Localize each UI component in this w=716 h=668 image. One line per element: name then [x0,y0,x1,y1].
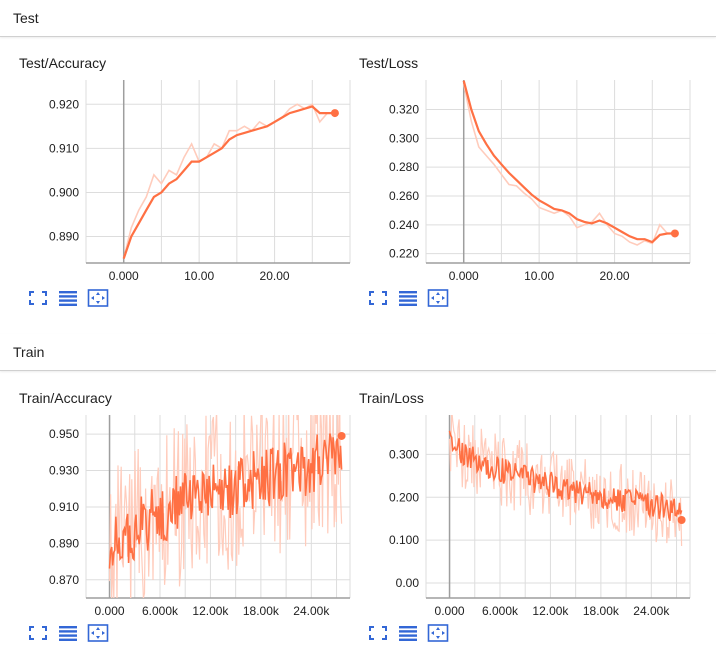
x-tick-label: 12.00k [192,604,229,618]
raw-series-line [108,415,343,598]
chart-plot[interactable]: 0.00 0.100 0.200 0.300 0.000 6.000k 12.00k 18.0… [359,390,699,620]
y-tick-label: 0.300 [389,447,419,461]
fullscreen-icon[interactable] [27,623,49,643]
fit-domain-icon[interactable] [427,623,449,643]
series-group [448,415,683,547]
y-tick-label: 0.920 [49,97,79,111]
y-tick-label: 0.100 [389,533,419,547]
x-tick-label: 18.00k [243,604,280,618]
series-group [122,103,335,259]
chart-plot[interactable]: 0.220 0.240 0.260 0.280 0.300 0.320 0.000 10.00… [359,55,699,285]
fullscreen-icon [369,291,387,305]
y-tick-label: 0.320 [389,103,419,117]
chart-plot[interactable]: 0.890 0.900 0.910 0.920 0.000 10.00 20.00 [19,55,359,285]
fit-domain-icon[interactable] [87,288,109,308]
smoothed-series-line [448,430,683,522]
y-tick-label: 0.930 [49,464,79,478]
fit-domain-icon[interactable] [427,288,449,308]
fit-domain-icon [87,624,109,642]
fullscreen-icon [29,291,47,305]
fit-domain-icon [427,624,449,642]
x-tick-label: 24.00k [293,604,330,618]
y-tick-label: 0.950 [49,427,79,441]
y-tick-label: 0.900 [49,185,79,199]
x-tick-label: 10.00 [184,269,214,283]
chart-card-test-loss: Test/Loss 0.220 0.240 0.260 0.280 0.300 0.320… [359,55,699,325]
fit-domain-icon [427,289,449,307]
y-tick-label: 0.200 [389,490,419,504]
chart-title: Test/Loss [359,55,419,71]
chart-card-test-accuracy: Test/Accuracy 0.890 0.900 0.910 0.920 0.000 1… [19,55,359,325]
fullscreen-icon[interactable] [27,288,49,308]
y-tick-label: 0.280 [389,160,419,174]
log-scale-icon [399,626,417,641]
x-tick-label: 24.00k [633,604,670,618]
chart-title: Test/Accuracy [19,55,107,71]
x-tick-label: 18.00k [583,604,620,618]
log-scale-icon[interactable] [397,623,419,643]
x-tick-label: 0.000 [109,269,139,283]
series-group [462,80,675,246]
x-tick-label: 6.000k [482,604,519,618]
x-tick-label: 20.00 [600,269,630,283]
x-tick-label: 0.000 [95,604,125,618]
chart-card-train-loss: Train/Loss 0.00 0.100 0.200 0.300 0.000 6.000… [359,390,699,660]
x-tick-label: 0.000 [435,604,465,618]
chart-title: Train/Accuracy [19,390,112,406]
fullscreen-icon[interactable] [367,623,389,643]
series-end-point [677,516,686,524]
raw-series-line [462,83,675,246]
section-header-train[interactable]: Train [0,334,716,371]
fullscreen-icon[interactable] [367,288,389,308]
log-scale-icon[interactable] [397,288,419,308]
y-tick-label: 0.910 [49,141,79,155]
chart-title: Train/Loss [359,390,424,406]
smoothed-series-line [108,433,343,569]
chart-plot[interactable]: 0.870 0.890 0.910 0.930 0.950 0.000 6.000k 12.0… [19,390,359,620]
smoothed-series-line [462,80,675,244]
y-tick-label: 0.220 [389,247,419,261]
section-title: Train [13,344,45,360]
x-tick-label: 20.00 [260,269,290,283]
series-end-point [330,109,339,118]
fullscreen-icon [29,626,47,640]
log-scale-icon [399,291,417,306]
chart-card-train-accuracy: Train/Accuracy 0.870 0.890 0.910 0.930 0.950… [19,390,359,660]
raw-series-line [122,103,335,259]
log-scale-icon [59,626,77,641]
y-tick-label: 0.890 [49,230,79,244]
series-end-point [670,229,679,238]
y-tick-label: 0.910 [49,500,79,514]
y-tick-label: 0.260 [389,189,419,203]
x-tick-label: 6.000k [142,604,179,618]
section-header-test[interactable]: Test [0,0,716,37]
y-tick-label: 0.240 [389,218,419,232]
fit-domain-icon[interactable] [87,623,109,643]
log-scale-icon[interactable] [57,288,79,308]
y-tick-label: 0.300 [389,131,419,145]
x-tick-label: 0.000 [449,269,479,283]
x-tick-label: 12.00k [532,604,569,618]
series-group [108,415,343,598]
smoothed-series-line [122,105,335,259]
y-tick-label: 0.870 [49,573,79,587]
fit-domain-icon [87,289,109,307]
raw-series-line [448,415,683,547]
log-scale-icon [59,291,77,306]
y-tick-label: 0.00 [396,576,420,590]
section-title: Test [13,10,39,26]
log-scale-icon[interactable] [57,623,79,643]
fullscreen-icon [369,626,387,640]
series-end-point [337,431,346,440]
x-tick-label: 10.00 [524,269,554,283]
y-tick-label: 0.890 [49,536,79,550]
